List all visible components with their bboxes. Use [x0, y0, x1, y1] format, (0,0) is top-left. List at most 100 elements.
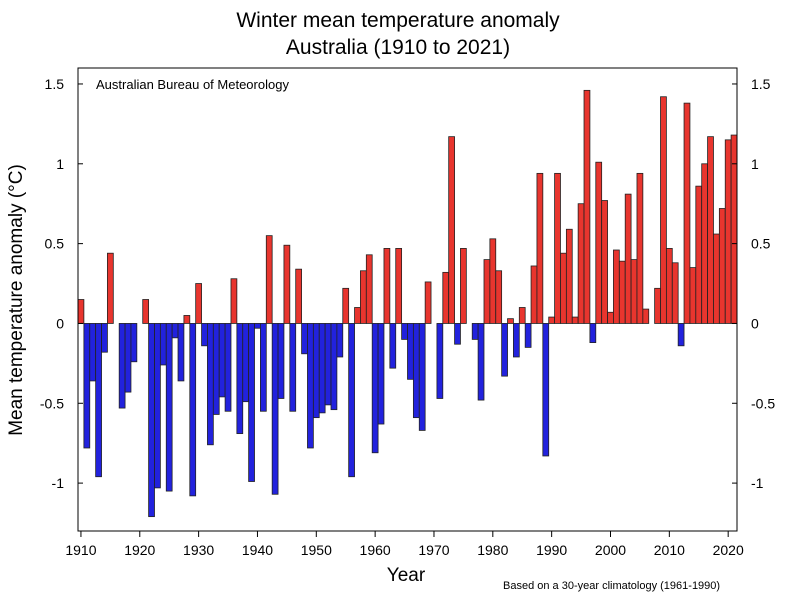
bar-1918 [124, 323, 132, 393]
bar-1957 [354, 307, 361, 324]
bar-1990 [548, 316, 555, 324]
bar-1968 [418, 323, 426, 431]
bar-2000 [607, 311, 614, 324]
bar-1972 [442, 271, 450, 324]
x-tick-label: 1910 [65, 542, 96, 558]
bar-1953 [330, 323, 338, 411]
bar-1962 [383, 248, 391, 324]
bar-1949 [307, 323, 314, 449]
right-y-tick-label: -1 [751, 475, 764, 491]
x-tick-label: 2020 [713, 542, 744, 558]
bar-1929 [189, 323, 197, 497]
chart-subtitle: Australia (1910 to 2021) [286, 36, 510, 59]
bar-1966 [407, 323, 414, 380]
bar-1947 [295, 268, 302, 324]
bar-1974 [454, 323, 461, 345]
bar-2011 [671, 262, 679, 324]
bar-1998 [595, 161, 603, 324]
right-y-tick-label: 1 [751, 156, 759, 172]
bar-1942 [265, 235, 273, 324]
bar-1914 [101, 323, 108, 353]
bar-2003 [624, 193, 632, 324]
bar-1978 [477, 323, 485, 401]
bar-1997 [589, 323, 597, 344]
bar-1967 [412, 323, 420, 419]
x-tick-label: 1990 [536, 542, 567, 558]
bar-1963 [389, 323, 397, 369]
left-y-tick-label: 1.5 [45, 76, 65, 92]
plot-frame [77, 67, 738, 532]
bar-1913 [95, 323, 102, 478]
bar-2012 [677, 323, 685, 347]
chart-title: Winter mean temperature anomaly [236, 9, 560, 32]
x-tick-label: 2000 [595, 542, 626, 558]
bar-2013 [683, 102, 691, 324]
bar-1933 [212, 323, 220, 415]
bar-1944 [277, 323, 285, 399]
bar-1965 [401, 323, 408, 340]
bar-1941 [260, 323, 267, 412]
bar-1934 [218, 323, 226, 398]
x-tick-label: 1920 [124, 542, 155, 558]
bar-1982 [501, 323, 508, 377]
bar-2005 [636, 172, 644, 324]
bar-1956 [348, 323, 355, 478]
bar-1925 [165, 323, 173, 492]
bar-2010 [665, 248, 673, 324]
bar-1983 [507, 318, 514, 324]
bar-2001 [613, 249, 620, 324]
bar-1926 [171, 323, 179, 339]
bar-1991 [554, 172, 561, 324]
bar-2006 [642, 308, 650, 324]
x-axis-ticks: 1910 1920 1930 1940 1950 1960 1970 1980 1990 2000… [65, 531, 744, 558]
x-tick-label: 1970 [418, 542, 449, 558]
bar-1937 [236, 323, 244, 435]
bar-1930 [195, 283, 202, 324]
bar-1943 [271, 323, 279, 495]
bar-1969 [424, 281, 432, 324]
left-y-tick-label: 1 [56, 156, 64, 172]
bar-1935 [224, 323, 232, 412]
bar-1958 [360, 270, 367, 324]
bar-1932 [207, 323, 214, 446]
x-axis-label: Year [387, 565, 426, 586]
bar-1923 [154, 323, 161, 489]
bar-2020 [724, 139, 732, 324]
bar-1919 [130, 323, 138, 363]
bar-2019 [718, 208, 726, 324]
y-axis-ticks: -1 -1 -0.5 -0.5 0 0 0.5 0.5 1 1 1.5 1.5 [40, 76, 775, 491]
y-axis-label: Mean temperature anomaly (°C) [6, 164, 27, 436]
bar-2009 [660, 96, 667, 324]
bar-1961 [377, 323, 385, 425]
bar-1945 [283, 244, 291, 324]
bar-1931 [201, 323, 208, 347]
bar-1971 [436, 323, 444, 399]
bar-1940 [254, 323, 261, 329]
bar-1980 [489, 238, 497, 324]
bar-1979 [483, 259, 491, 324]
left-y-tick-label: -1 [52, 475, 65, 491]
x-tick-label: 1930 [183, 542, 214, 558]
bar-1911 [83, 323, 91, 449]
bar-1996 [583, 89, 591, 324]
right-y-tick-label: 0.5 [751, 236, 771, 252]
bar-1912 [89, 323, 97, 382]
bar-1922 [148, 323, 155, 518]
bar-2008 [654, 287, 661, 324]
bar-1948 [301, 323, 308, 355]
footnote: Based on a 30-year climatology (1961-199… [503, 580, 720, 592]
bar-1989 [542, 323, 550, 457]
bar-1946 [289, 323, 297, 412]
bar-1993 [565, 228, 573, 324]
bar-1985 [518, 307, 526, 324]
right-y-tick-label: 1.5 [751, 76, 771, 92]
bar-1955 [342, 287, 350, 324]
left-y-tick-label: -0.5 [40, 395, 64, 411]
bar-2002 [618, 260, 626, 324]
bar-1938 [242, 323, 250, 403]
bar-1951 [318, 323, 326, 414]
bar-2014 [689, 267, 697, 324]
bar-1954 [336, 323, 344, 358]
bar-1915 [107, 252, 114, 324]
